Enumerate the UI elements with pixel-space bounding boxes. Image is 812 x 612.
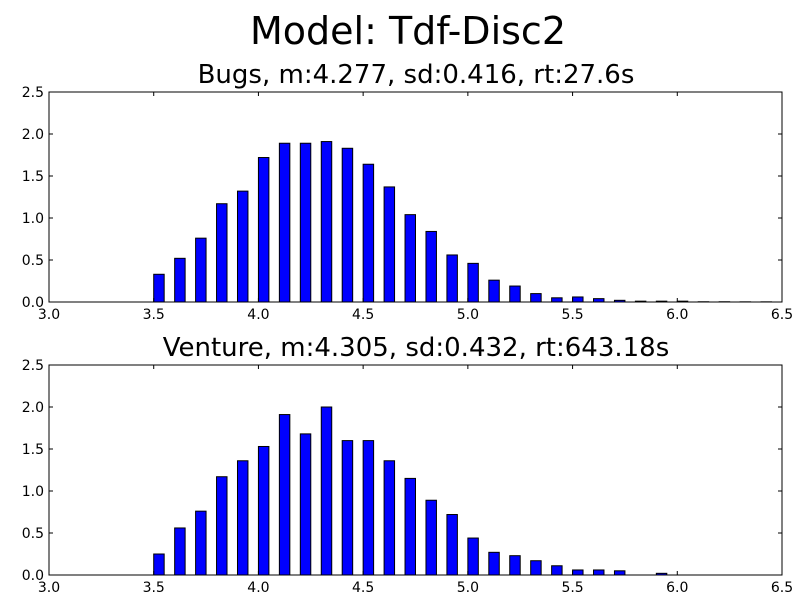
- bugs-bar: [320, 141, 333, 303]
- venture-bar: [195, 510, 207, 576]
- venture-bar: [320, 406, 333, 576]
- bugs-x-tick-label: 3.5: [143, 307, 165, 323]
- bugs-bar: [236, 190, 249, 303]
- venture-bar: [341, 440, 354, 576]
- bugs-x-tick-label: 6.0: [666, 307, 688, 323]
- venture-bar: [593, 569, 605, 576]
- bugs-x-tick-label: 5.0: [457, 307, 479, 323]
- bugs-bar: [278, 142, 291, 303]
- bugs-histogram-panel: Bugs, m:4.277, sd:0.416, rt:27.6s 3.0 3.5…: [22, 60, 793, 323]
- figure-title: Model: Tdf-Disc2: [250, 9, 566, 53]
- bugs-chart-title: Bugs, m:4.277, sd:0.416, rt:27.6s: [198, 60, 635, 90]
- venture-bar: [551, 565, 563, 576]
- venture-bar: [362, 440, 375, 576]
- venture-x-tick-label: 5.0: [457, 580, 479, 596]
- venture-axes-frame: [48, 364, 783, 576]
- venture-x-tick-label: 4.0: [247, 580, 269, 596]
- bugs-bar: [383, 186, 396, 303]
- venture-x-tick-label: 6.0: [666, 580, 688, 596]
- bugs-x-tick-label: 4.0: [247, 307, 269, 323]
- venture-y-tick-label: 2.5: [22, 358, 44, 374]
- venture-x-tick-label: 4.5: [352, 580, 374, 596]
- bugs-bar: [362, 163, 375, 303]
- bugs-bar: [216, 203, 228, 303]
- bugs-y-tick-label: 2.0: [22, 127, 44, 143]
- bugs-bar: [572, 296, 584, 303]
- venture-bar: [530, 560, 542, 576]
- bugs-bar: [530, 293, 542, 303]
- venture-bar: [236, 460, 249, 576]
- bugs-bar: [509, 285, 521, 303]
- venture-x-tick-label: 5.5: [561, 580, 583, 596]
- bugs-bar: [467, 262, 479, 303]
- venture-bar: [174, 527, 186, 576]
- venture-bar: [425, 499, 437, 576]
- bugs-bar: [446, 254, 458, 303]
- bugs-bar: [257, 157, 270, 303]
- venture-y-tick-label: 2.0: [22, 400, 44, 416]
- bugs-x-tick-label: 5.5: [561, 307, 583, 323]
- bugs-y-tick-label: 0.0: [22, 295, 44, 311]
- venture-y-tick-label: 1.0: [22, 484, 44, 500]
- venture-bar: [299, 433, 312, 576]
- bugs-x-tick-label: 6.5: [771, 307, 793, 323]
- venture-y-tick-label: 0.5: [22, 526, 44, 542]
- venture-axes: 3.0 3.5 4.0 4.5 5.0 5.5 6.0 6.5 0.0 0.5 1.0 1.5 2.0 2…: [22, 358, 793, 596]
- venture-x-tick-label: 3.0: [38, 580, 60, 596]
- venture-bar: [278, 414, 291, 576]
- bugs-y-tick-label: 1.5: [22, 169, 44, 185]
- venture-bar: [572, 569, 584, 576]
- venture-y-tick-label: 1.5: [22, 442, 44, 458]
- bugs-bar: [551, 297, 563, 303]
- venture-bar: [613, 570, 626, 576]
- bugs-axes-frame: [48, 91, 783, 303]
- venture-bar: [383, 460, 396, 576]
- bugs-bar: [153, 273, 165, 303]
- venture-x-tick-label: 6.5: [771, 580, 793, 596]
- venture-bar: [488, 551, 500, 576]
- venture-bar: [257, 445, 270, 576]
- bugs-bar: [341, 147, 354, 303]
- venture-y-tick-label: 0.0: [22, 568, 44, 584]
- venture-x-tick-label: 3.5: [143, 580, 165, 596]
- bugs-bar: [593, 298, 605, 303]
- bugs-bar: [425, 230, 437, 303]
- bugs-y-tick-label: 2.5: [22, 85, 44, 101]
- bugs-bar: [488, 279, 500, 303]
- bugs-y-tick-label: 1.0: [22, 211, 44, 227]
- venture-bar: [467, 537, 479, 576]
- venture-bar: [404, 477, 416, 576]
- bugs-bar: [299, 142, 312, 303]
- bugs-y-tick-label: 0.5: [22, 253, 44, 269]
- bugs-bar: [174, 257, 186, 303]
- bugs-bar: [195, 237, 207, 303]
- venture-chart-title: Venture, m:4.305, sd:0.432, rt:643.18s: [163, 333, 670, 363]
- venture-histogram-panel: Venture, m:4.305, sd:0.432, rt:643.18s 3…: [22, 333, 793, 596]
- venture-bar: [509, 555, 521, 576]
- venture-bar: [216, 476, 228, 576]
- bugs-x-tick-label: 4.5: [352, 307, 374, 323]
- venture-bar: [153, 553, 165, 576]
- bugs-bar: [404, 214, 416, 303]
- bugs-x-tick-label: 3.0: [38, 307, 60, 323]
- venture-bar: [446, 514, 458, 576]
- bugs-axes: 3.0 3.5 4.0 4.5 5.0 5.5 6.0 6.5 0.0 0.5 1.0 1.5 2.0 2…: [22, 85, 793, 323]
